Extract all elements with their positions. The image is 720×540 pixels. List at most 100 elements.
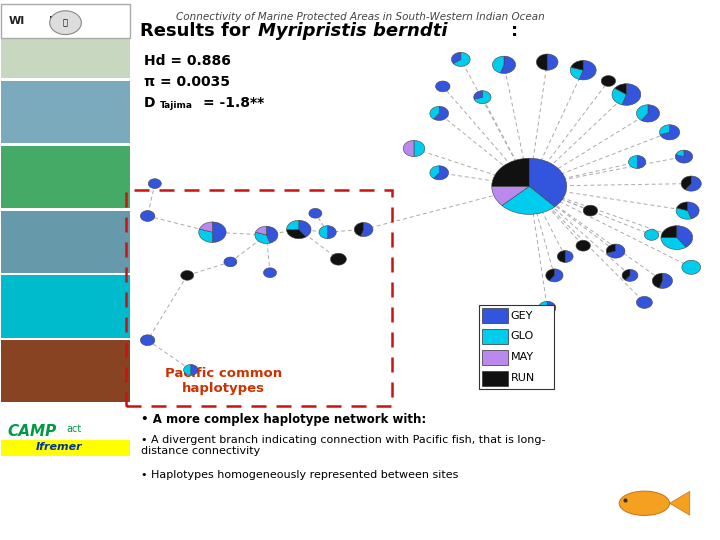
Wedge shape — [191, 364, 198, 375]
Wedge shape — [199, 222, 212, 232]
Wedge shape — [557, 251, 565, 262]
Wedge shape — [492, 158, 529, 186]
Wedge shape — [212, 222, 226, 242]
Text: MSA: MSA — [49, 16, 76, 26]
Circle shape — [50, 11, 81, 35]
Text: = -1.8**: = -1.8** — [203, 96, 264, 110]
Wedge shape — [676, 208, 691, 219]
Wedge shape — [629, 156, 637, 168]
Wedge shape — [266, 226, 278, 243]
Text: WI: WI — [9, 16, 25, 26]
Text: D: D — [144, 96, 156, 110]
Wedge shape — [626, 269, 638, 281]
Wedge shape — [255, 232, 270, 244]
Text: act: act — [66, 424, 81, 434]
Wedge shape — [615, 84, 626, 94]
Wedge shape — [637, 156, 646, 168]
Wedge shape — [492, 56, 504, 73]
Wedge shape — [676, 150, 684, 157]
Wedge shape — [361, 222, 373, 237]
Text: MAY: MAY — [510, 353, 534, 362]
Wedge shape — [433, 106, 449, 120]
FancyBboxPatch shape — [1, 146, 130, 208]
Wedge shape — [529, 158, 567, 207]
Text: Results for: Results for — [140, 22, 256, 39]
Text: Connectivity of Marine Protected Areas in South-Western Indian Ocean: Connectivity of Marine Protected Areas i… — [176, 12, 544, 22]
FancyBboxPatch shape — [482, 371, 508, 386]
Wedge shape — [682, 260, 701, 274]
Wedge shape — [256, 226, 266, 235]
FancyBboxPatch shape — [482, 350, 508, 365]
Wedge shape — [453, 52, 470, 66]
Wedge shape — [474, 91, 482, 99]
Wedge shape — [546, 269, 554, 281]
FancyBboxPatch shape — [1, 275, 130, 338]
Wedge shape — [430, 166, 439, 179]
FancyBboxPatch shape — [1, 211, 130, 273]
Wedge shape — [570, 67, 583, 79]
Wedge shape — [661, 226, 677, 238]
Text: Pacific common
haplotypes: Pacific common haplotypes — [165, 367, 282, 395]
Wedge shape — [430, 106, 439, 119]
Wedge shape — [652, 273, 662, 288]
Wedge shape — [309, 208, 322, 218]
Wedge shape — [330, 253, 346, 265]
Wedge shape — [299, 220, 311, 237]
Wedge shape — [451, 52, 461, 64]
FancyBboxPatch shape — [479, 305, 554, 389]
Wedge shape — [688, 202, 699, 219]
Wedge shape — [474, 91, 491, 104]
Wedge shape — [181, 271, 194, 280]
FancyBboxPatch shape — [1, 16, 130, 78]
Text: GEY: GEY — [510, 310, 533, 321]
Wedge shape — [140, 211, 155, 221]
Text: Myripristis berndti: Myripristis berndti — [258, 22, 447, 39]
Wedge shape — [612, 88, 626, 105]
Wedge shape — [184, 364, 191, 375]
Wedge shape — [536, 54, 547, 70]
Wedge shape — [685, 176, 701, 191]
FancyBboxPatch shape — [482, 329, 508, 344]
Polygon shape — [670, 491, 690, 515]
Wedge shape — [140, 335, 155, 346]
Wedge shape — [607, 244, 625, 258]
Text: Tajima: Tajima — [160, 101, 193, 110]
Wedge shape — [681, 176, 691, 190]
Text: Hd = 0.886: Hd = 0.886 — [144, 54, 231, 68]
Wedge shape — [539, 301, 547, 313]
Wedge shape — [565, 251, 573, 262]
FancyBboxPatch shape — [482, 308, 508, 323]
Wedge shape — [660, 125, 680, 140]
Text: • A more complex haplotype network with:: • A more complex haplotype network with: — [141, 413, 426, 426]
Wedge shape — [636, 105, 648, 120]
Wedge shape — [547, 54, 558, 70]
Wedge shape — [287, 230, 306, 239]
Text: • Haplotypes homogeneously represented between sites: • Haplotypes homogeneously represented b… — [141, 470, 459, 480]
Ellipse shape — [619, 491, 670, 515]
Wedge shape — [403, 140, 414, 157]
Text: 🐟: 🐟 — [63, 18, 68, 27]
Wedge shape — [636, 296, 652, 308]
Wedge shape — [622, 269, 630, 280]
Wedge shape — [677, 202, 688, 211]
Wedge shape — [606, 244, 616, 253]
Text: RUN: RUN — [510, 373, 535, 383]
Wedge shape — [354, 222, 364, 236]
Wedge shape — [675, 150, 693, 163]
Wedge shape — [571, 60, 583, 70]
Wedge shape — [502, 186, 555, 214]
FancyBboxPatch shape — [1, 4, 130, 38]
Wedge shape — [579, 60, 596, 80]
Wedge shape — [328, 226, 336, 239]
Wedge shape — [622, 84, 641, 105]
FancyBboxPatch shape — [1, 81, 130, 143]
Wedge shape — [642, 105, 660, 122]
Wedge shape — [264, 268, 276, 278]
Wedge shape — [319, 226, 328, 239]
Text: CAMP: CAMP — [7, 424, 56, 439]
Wedge shape — [148, 179, 161, 188]
Wedge shape — [287, 220, 299, 230]
Wedge shape — [660, 273, 672, 288]
Text: Ifremer: Ifremer — [36, 442, 83, 452]
Wedge shape — [583, 205, 598, 216]
